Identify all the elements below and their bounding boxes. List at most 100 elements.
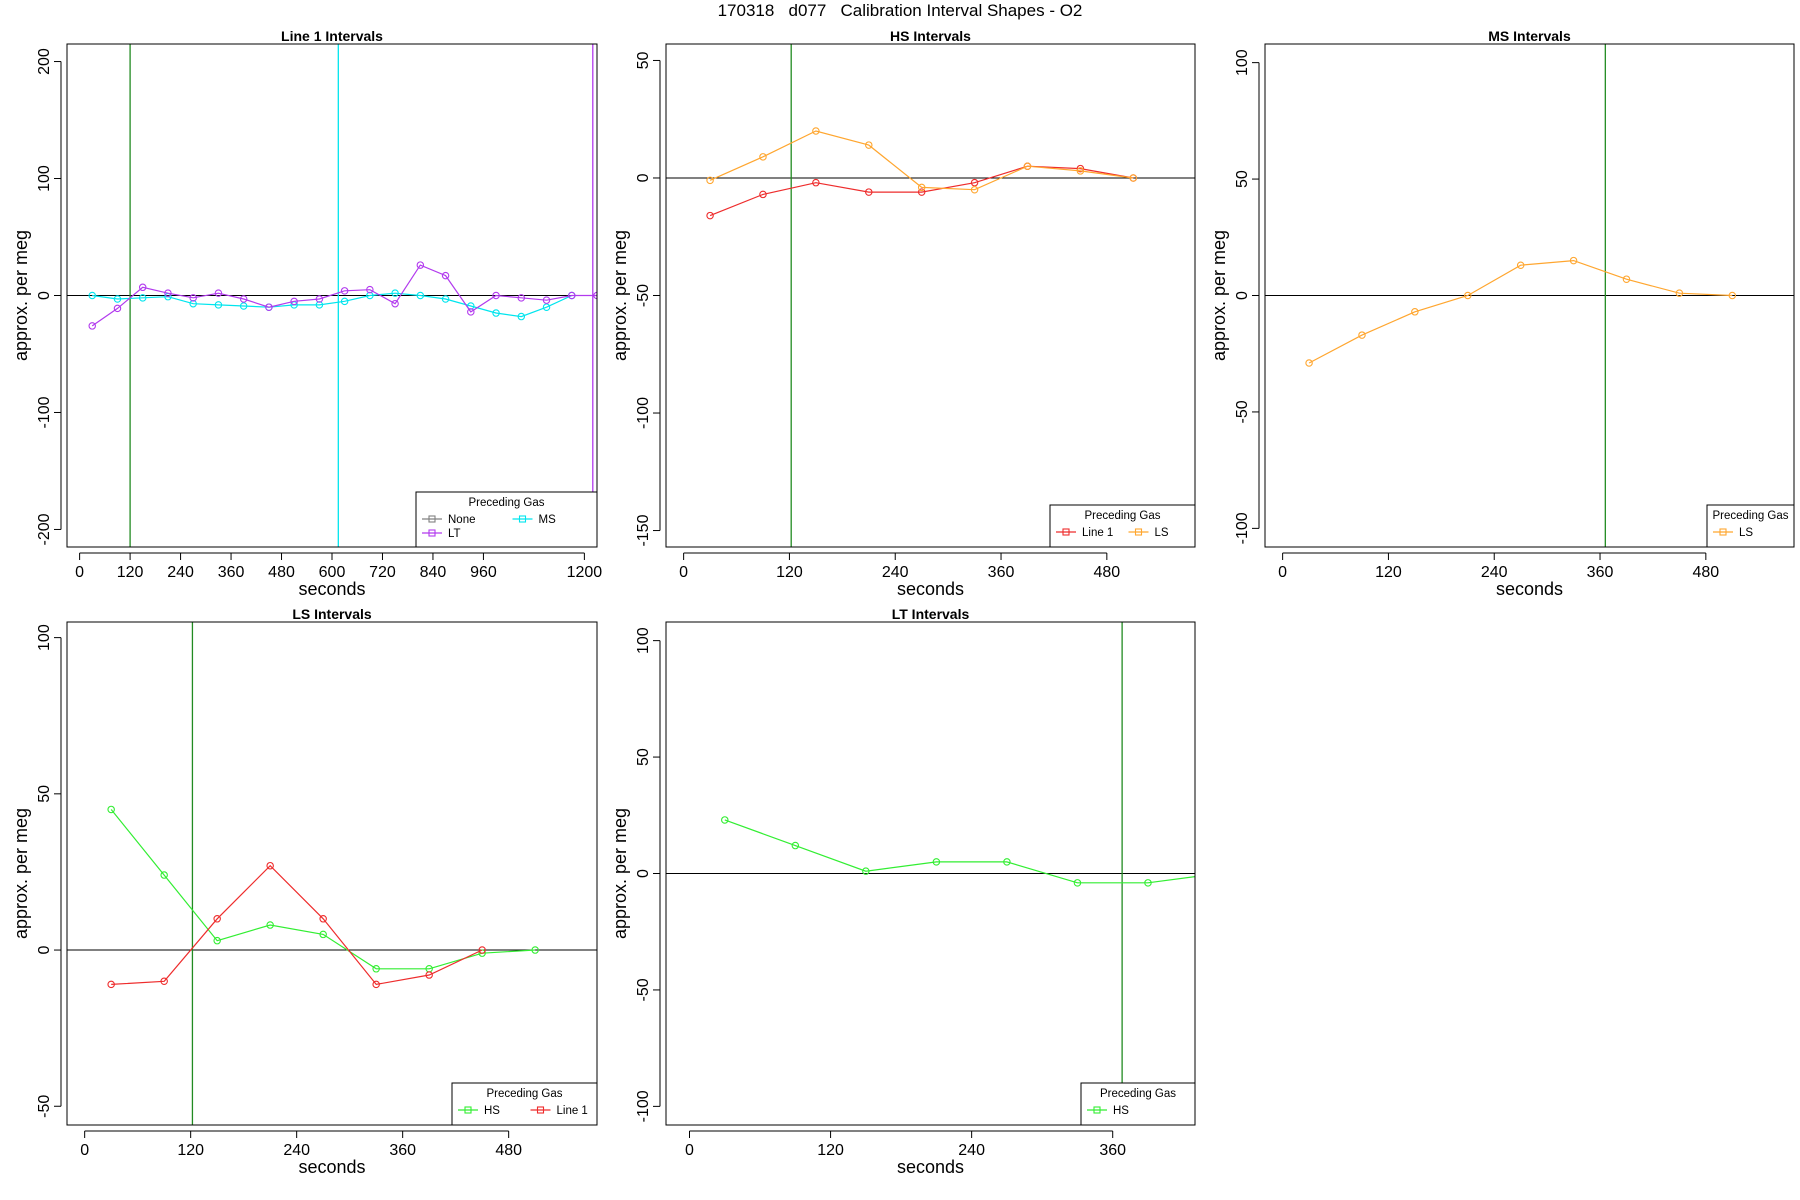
- x-axis-label: seconds: [1496, 579, 1563, 599]
- x-tick-label: 1200: [567, 564, 603, 581]
- data-point: [366, 285, 374, 294]
- figure-title: 170318 d077 Calibration Interval Shapes …: [717, 1, 1083, 20]
- legend-entry: LT: [448, 528, 461, 540]
- data-point: [568, 291, 576, 300]
- data-point: [107, 980, 115, 989]
- x-tick-label: 240: [167, 564, 194, 581]
- series-line-ms: [92, 292, 573, 318]
- data-point: [759, 190, 767, 199]
- legend-title: Preceding Gas: [468, 497, 544, 509]
- data-point: [391, 289, 399, 297]
- y-axis: -50 0 50 100 approx. per meg: [11, 624, 62, 1118]
- legend-box: [451, 1082, 598, 1126]
- x-tick-label: 0: [1278, 564, 1287, 581]
- data-point: [160, 977, 168, 986]
- panel-title: LT Intervals: [892, 606, 970, 622]
- legend-entry: MS: [539, 514, 557, 526]
- legend-title: Preceding Gas: [1100, 1088, 1176, 1100]
- data-point: [138, 294, 147, 302]
- y-tick-label: 50: [1234, 170, 1251, 188]
- legend: Preceding Gas HS Line 1: [451, 1082, 598, 1126]
- data-point: [1675, 289, 1684, 297]
- x-tick-label: 360: [1587, 564, 1614, 581]
- panel-title: MS Intervals: [1488, 28, 1571, 44]
- data-point: [441, 271, 450, 280]
- legend: Preceding Gas None MS LT: [415, 491, 598, 548]
- y-tick-label: 0: [635, 869, 652, 878]
- x-tick-label: 480: [1692, 564, 1719, 581]
- data-point: [467, 308, 475, 316]
- y-tick-label: -50: [36, 1095, 53, 1118]
- data-point: [492, 309, 500, 317]
- x-tick-label: 240: [958, 1142, 985, 1159]
- y-tick-label: -100: [36, 396, 53, 428]
- data-point: [214, 301, 223, 309]
- data-point: [340, 287, 349, 295]
- panel-3: MS Intervals 0 120 240 360 480 seconds -100 -50 0…: [1209, 28, 1795, 599]
- legend-entry: LS: [1739, 527, 1753, 539]
- data-point: [1305, 359, 1313, 367]
- y-tick-label: -50: [635, 978, 652, 1001]
- plot-area: [666, 44, 1195, 547]
- legend-swatch-marker: [1062, 528, 1070, 536]
- plot-frame: [1264, 43, 1795, 548]
- data-point: [531, 946, 539, 954]
- y-axis-label: approx. per meg: [11, 808, 31, 939]
- x-tick-label: 360: [988, 564, 1015, 581]
- data-point: [1215, 870, 1221, 876]
- panel-5: LT Intervals 0 120 240 360 seconds -100 -50 0 50 1…: [610, 606, 1221, 1177]
- data-point: [517, 294, 526, 302]
- legend-entry: HS: [484, 1105, 500, 1117]
- y-tick-label: 0: [1234, 291, 1251, 300]
- legend-entry: HS: [1113, 1105, 1129, 1117]
- data-point: [1516, 261, 1525, 269]
- plot-area: [67, 44, 597, 547]
- plot-area: [67, 622, 597, 1125]
- y-axis-label: approx. per meg: [610, 808, 630, 939]
- y-axis: -150 -100 -50 0 50 approx. per meg: [610, 51, 661, 547]
- data-point: [319, 930, 327, 939]
- data-point: [1076, 164, 1085, 173]
- data-point: [1622, 275, 1631, 283]
- data-point: [970, 178, 979, 187]
- legend-swatch-marker: [428, 515, 436, 523]
- data-point: [865, 141, 873, 149]
- y-axis-label: approx. per meg: [11, 230, 31, 361]
- panel-title: HS Intervals: [890, 28, 971, 44]
- y-tick-label: -50: [635, 284, 652, 307]
- legend-swatch-marker: [1093, 1106, 1101, 1114]
- data-point: [542, 303, 551, 311]
- legend-box: [415, 491, 598, 548]
- data-point: [107, 805, 115, 814]
- data-point: [88, 291, 96, 300]
- data-point: [862, 867, 870, 875]
- x-tick-label: 120: [776, 564, 803, 581]
- data-point: [160, 871, 168, 879]
- x-axis-label: seconds: [897, 1157, 964, 1177]
- panel-2: HS Intervals 0 120 240 360 480 seconds -150 -100…: [610, 28, 1196, 599]
- x-tick-label: 360: [1099, 1142, 1126, 1159]
- y-tick-label: 100: [36, 624, 53, 651]
- y-tick-label: -150: [635, 514, 652, 546]
- data-point: [1129, 174, 1138, 182]
- x-axis: 0 120 240 360 480 seconds: [80, 1130, 522, 1177]
- legend-title: Preceding Gas: [486, 1088, 562, 1100]
- legend-entry: LS: [1155, 527, 1169, 539]
- data-point: [1464, 291, 1472, 300]
- data-point: [812, 178, 820, 187]
- x-tick-label: 960: [470, 564, 497, 581]
- data-point: [319, 915, 327, 923]
- legend-title: Preceding Gas: [1084, 510, 1160, 522]
- x-tick-label: 720: [369, 564, 396, 581]
- data-point: [1003, 858, 1011, 866]
- plot-frame: [665, 621, 1196, 1126]
- legend-swatch-marker: [1134, 528, 1143, 536]
- y-tick-label: -100: [1234, 512, 1251, 544]
- x-tick-label: 0: [75, 564, 84, 581]
- series-line-hs: [110, 809, 536, 970]
- y-axis-label: approx. per meg: [1209, 230, 1229, 361]
- x-axis: 0 120 240 360 480 seconds: [1278, 552, 1719, 599]
- data-point: [441, 295, 450, 303]
- series-line-lt: [91, 264, 597, 327]
- legend: Preceding Gas LS: [1706, 504, 1795, 548]
